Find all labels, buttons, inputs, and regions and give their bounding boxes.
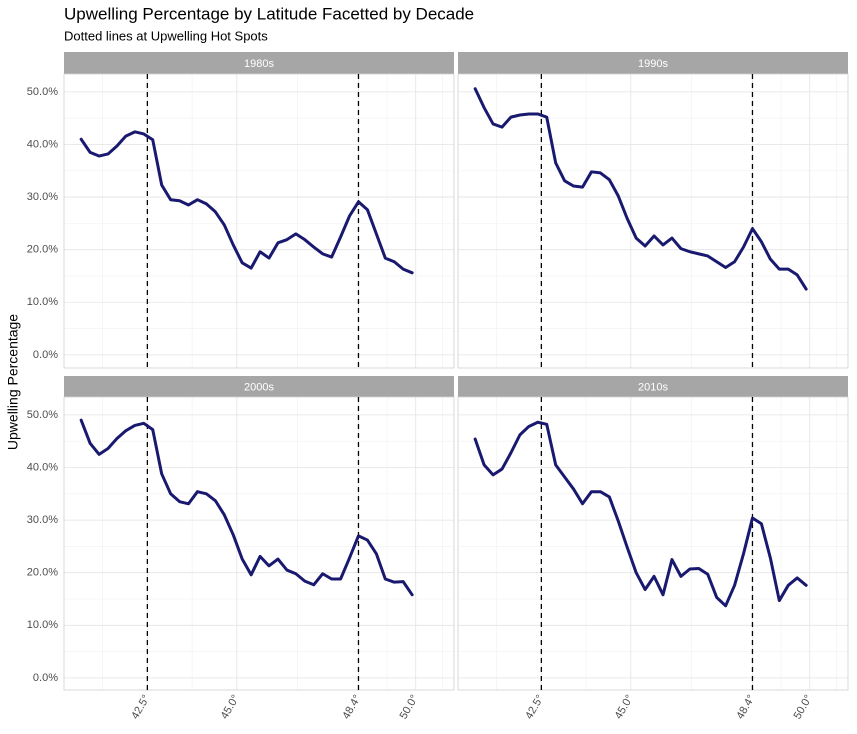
facet-label: 1990s <box>638 58 668 70</box>
chart-subtitle: Dotted lines at Upwelling Hot Spots <box>64 28 268 43</box>
facet-strip <box>458 52 848 74</box>
y-tick-label: 30.0% <box>27 191 58 203</box>
y-tick-label: 50.0% <box>27 86 58 98</box>
panel-border <box>63 73 455 369</box>
y-tick-label: 10.0% <box>27 619 58 631</box>
y-tick-label: 20.0% <box>27 567 58 579</box>
x-tick-label: 42.5° <box>129 693 152 721</box>
y-tick-label: 0.0% <box>33 349 58 361</box>
y-axis-label: Upwelling Percentage <box>5 314 21 450</box>
facet-strip <box>64 52 454 74</box>
x-tick-label: 45.0° <box>613 693 636 721</box>
y-tick-label: 20.0% <box>27 244 58 256</box>
y-tick-label: 30.0% <box>27 514 58 526</box>
facet-strip <box>64 376 454 397</box>
x-tick-label: 45.0° <box>219 693 242 721</box>
x-tick-label: 42.5° <box>523 693 546 721</box>
facet-label: 1980s <box>244 58 274 70</box>
data-line <box>473 87 808 291</box>
panel-border <box>63 396 455 691</box>
data-line <box>473 420 808 608</box>
y-tick-label: 0.0% <box>33 672 58 684</box>
panel-border <box>457 73 849 369</box>
chart-title: Upwelling Percentage by Latitude Facette… <box>64 4 474 23</box>
y-tick-label: 10.0% <box>27 296 58 308</box>
x-tick-label: 50.0° <box>792 693 815 721</box>
data-line <box>79 130 414 275</box>
y-tick-label: 40.0% <box>27 138 58 150</box>
facet-strip <box>458 376 848 397</box>
x-tick-label: 48.4° <box>734 693 757 721</box>
facet-label: 2010s <box>638 381 668 393</box>
facet-label: 2000s <box>244 381 274 393</box>
y-tick-label: 50.0% <box>27 409 58 421</box>
y-tick-label: 40.0% <box>27 461 58 473</box>
x-tick-label: 50.0° <box>398 693 421 721</box>
panel-border <box>457 396 849 691</box>
data-line <box>79 418 414 597</box>
x-tick-label: 48.4° <box>340 693 363 721</box>
